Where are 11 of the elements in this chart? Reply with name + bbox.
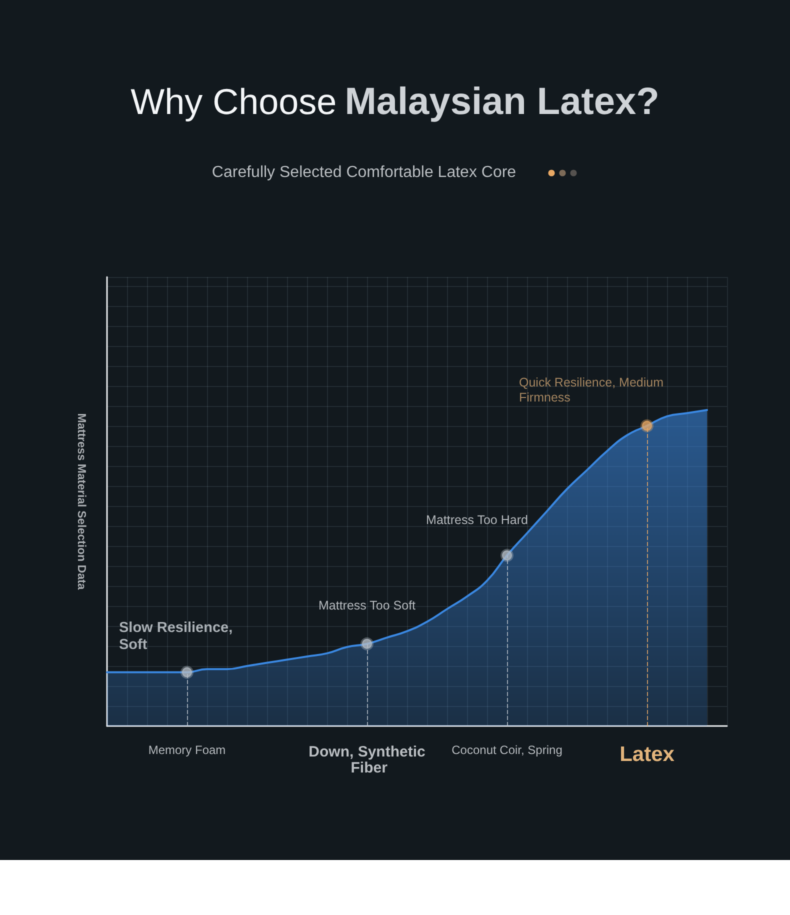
x-tick-label: Coconut Coir, Spring <box>452 743 562 757</box>
y-axis-title: Mattress Material Selection Data <box>75 413 87 590</box>
annotation: Quick Resilience, Medium Firmness <box>519 375 667 404</box>
chart-subtitle: Carefully Selected Comfortable Latex Core <box>212 164 516 182</box>
x-tick-label: Latex <box>620 743 675 766</box>
x-tick-label: Down, Synthetic Fiber <box>308 744 426 776</box>
chart-title: Why Choose Malaysian Latex? <box>130 81 660 123</box>
x-tick-label: Memory Foam <box>148 743 226 757</box>
annotation: Mattress Too Hard <box>426 512 528 527</box>
annotation: Mattress Too Soft <box>318 598 416 612</box>
annotation: Slow Resilience, Soft <box>119 620 237 653</box>
